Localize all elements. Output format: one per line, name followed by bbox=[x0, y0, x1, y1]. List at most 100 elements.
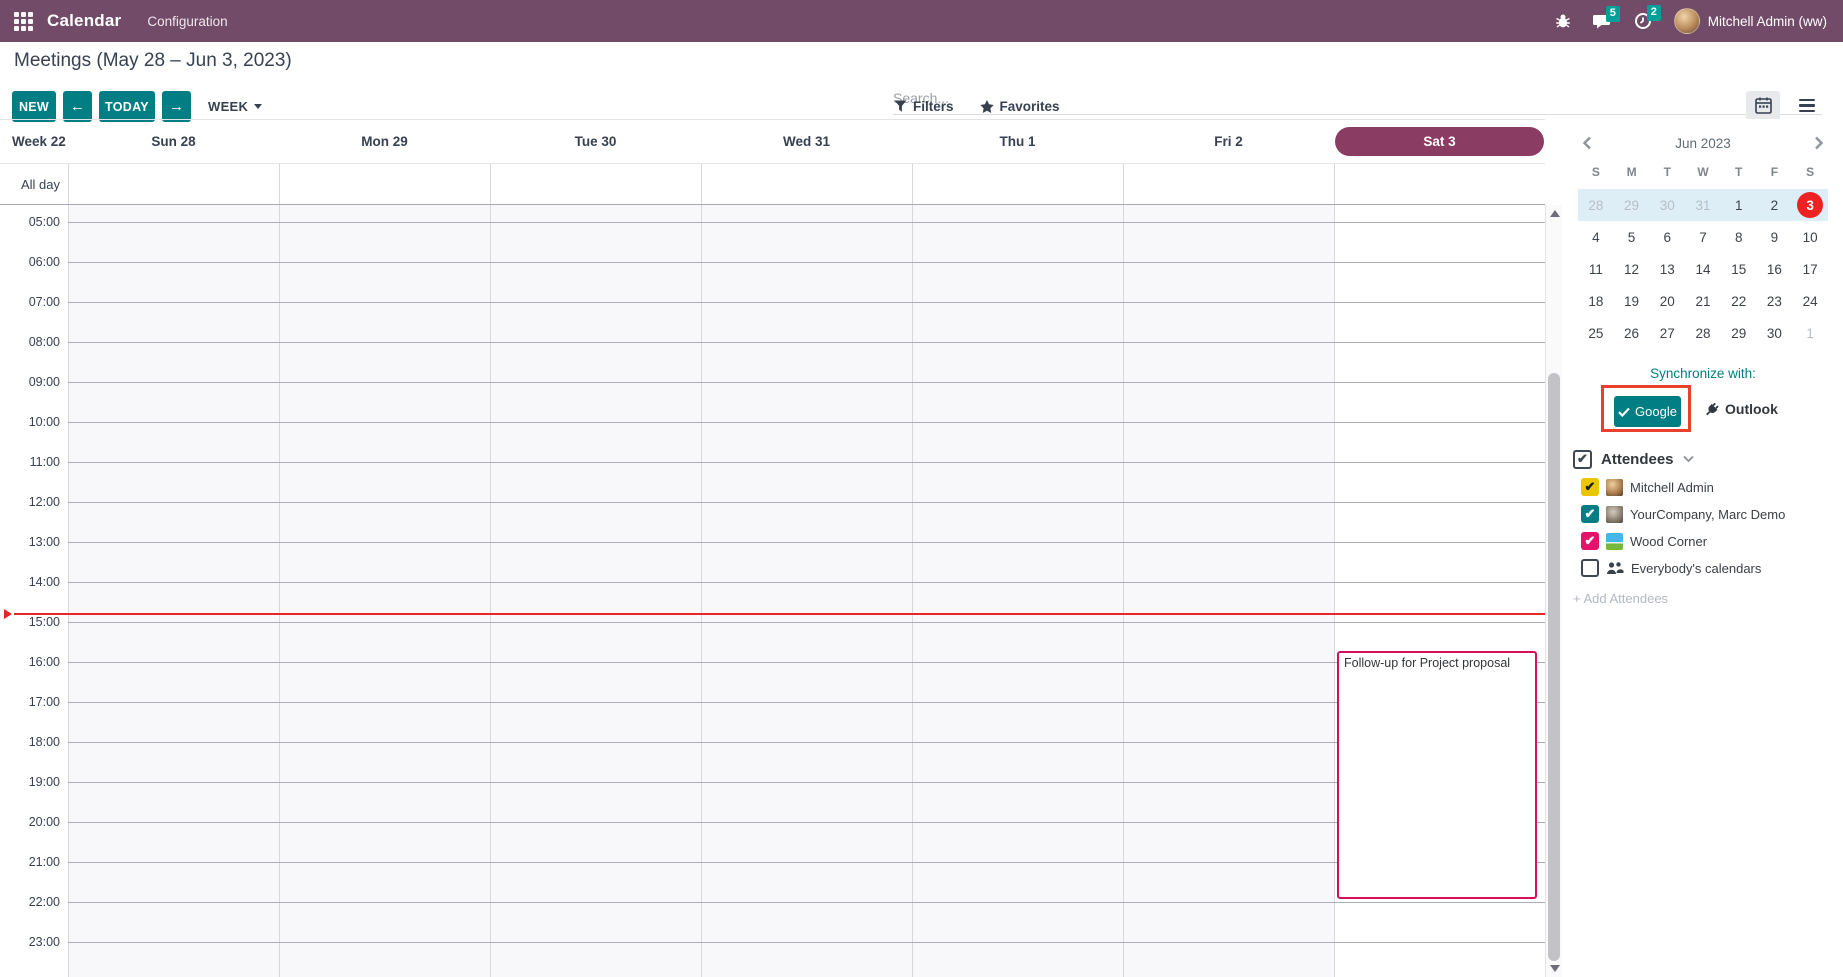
new-button[interactable]: NEW bbox=[12, 91, 56, 122]
attendee-checkbox[interactable]: ✔ bbox=[1581, 505, 1599, 523]
scroll-up-icon[interactable] bbox=[1550, 210, 1560, 217]
mini-cal-day[interactable]: 16 bbox=[1766, 261, 1782, 277]
mini-cal-day[interactable]: 13 bbox=[1659, 261, 1675, 277]
mini-cal-day[interactable]: 5 bbox=[1627, 229, 1636, 245]
app-menu-calendar[interactable]: Calendar bbox=[47, 11, 122, 30]
list-view-button[interactable] bbox=[1790, 91, 1824, 120]
day-column-wed[interactable] bbox=[701, 205, 912, 977]
day-column-sun[interactable] bbox=[68, 205, 279, 977]
mini-cal-day[interactable]: 6 bbox=[1663, 229, 1672, 245]
check-icon bbox=[1618, 407, 1630, 417]
mini-cal-day[interactable]: 21 bbox=[1695, 293, 1711, 309]
all-day-cell[interactable] bbox=[701, 164, 912, 204]
mini-cal-day[interactable]: 30 bbox=[1659, 197, 1675, 213]
mini-cal-day[interactable]: 1 bbox=[1734, 197, 1743, 213]
chevron-down-icon[interactable] bbox=[1682, 455, 1694, 463]
search-input[interactable] bbox=[893, 82, 1822, 114]
messages-icon[interactable]: 5 bbox=[1592, 5, 1620, 30]
vertical-scrollbar[interactable] bbox=[1545, 205, 1562, 977]
mini-cal-day[interactable]: 9 bbox=[1770, 229, 1779, 245]
bug-icon[interactable] bbox=[1555, 13, 1571, 29]
mini-cal-day[interactable]: 7 bbox=[1699, 229, 1707, 245]
mini-cal-next-icon[interactable] bbox=[1810, 134, 1828, 152]
mini-cal-day[interactable]: 15 bbox=[1731, 261, 1747, 277]
day-column-fri[interactable] bbox=[1123, 205, 1334, 977]
mini-cal-day[interactable]: 28 bbox=[1695, 325, 1711, 341]
day-column-tue[interactable] bbox=[490, 205, 701, 977]
day-header-tue[interactable]: Tue 30 bbox=[574, 134, 617, 149]
today-button[interactable]: TODAY bbox=[99, 91, 155, 122]
chat-bubble-icon bbox=[1592, 14, 1610, 28]
synchronize-heading: Synchronize with: bbox=[1650, 366, 1756, 381]
apps-grid-icon[interactable] bbox=[14, 11, 33, 31]
day-column-thu[interactable] bbox=[912, 205, 1123, 977]
attendee-checkbox[interactable]: ✔ bbox=[1581, 532, 1599, 550]
day-header-sun[interactable]: Sun 28 bbox=[151, 134, 196, 149]
attendee-row-marc-demo: ✔ YourCompany, Marc Demo bbox=[1573, 501, 1835, 527]
mini-cal-day[interactable]: 23 bbox=[1766, 293, 1782, 309]
day-column-mon[interactable] bbox=[279, 205, 490, 977]
attendees-checkbox[interactable]: ✔ bbox=[1573, 449, 1592, 469]
day-header-sat-today[interactable]: Sat 3 bbox=[1334, 127, 1545, 156]
mini-cal-day[interactable]: 20 bbox=[1659, 293, 1675, 309]
all-day-cell[interactable] bbox=[912, 164, 1123, 204]
mini-cal-day[interactable]: 18 bbox=[1588, 293, 1604, 309]
mini-cal-day[interactable]: 25 bbox=[1588, 325, 1604, 341]
mini-cal-day[interactable]: 24 bbox=[1802, 293, 1818, 309]
hour-label: 23:00 bbox=[28, 935, 60, 949]
favorites-button[interactable]: Favorites bbox=[979, 99, 1060, 114]
mini-cal-day[interactable]: 12 bbox=[1624, 261, 1640, 277]
attendees-title: Attendees bbox=[1601, 450, 1674, 468]
user-menu[interactable]: Mitchell Admin (ww) bbox=[1673, 8, 1827, 34]
mini-cal-day[interactable]: 30 bbox=[1766, 325, 1782, 341]
menu-configuration[interactable]: Configuration bbox=[147, 13, 228, 29]
hour-label: 21:00 bbox=[28, 855, 60, 869]
all-day-cell[interactable] bbox=[490, 164, 701, 204]
all-day-cell[interactable] bbox=[1123, 164, 1334, 204]
all-day-row: All day bbox=[0, 163, 1545, 205]
sync-outlook-button[interactable]: Outlook bbox=[1703, 393, 1778, 424]
mini-cal-prev-icon[interactable] bbox=[1578, 134, 1596, 152]
search-box bbox=[893, 82, 1822, 115]
mini-cal-day[interactable]: 17 bbox=[1802, 261, 1818, 277]
all-day-cell[interactable] bbox=[68, 164, 279, 204]
all-day-cell[interactable] bbox=[1334, 164, 1545, 204]
mini-cal-day[interactable]: 28 bbox=[1588, 197, 1604, 213]
mini-cal-day[interactable]: 10 bbox=[1802, 229, 1818, 245]
toolbar: NEW ← TODAY → WEEK Filters bbox=[12, 91, 1832, 122]
scrollbar-thumb[interactable] bbox=[1548, 373, 1560, 961]
mini-cal-day[interactable]: 4 bbox=[1592, 229, 1600, 245]
scroll-down-icon[interactable] bbox=[1550, 965, 1560, 972]
day-header-mon[interactable]: Mon 29 bbox=[361, 134, 408, 149]
hour-label: 13:00 bbox=[28, 535, 60, 549]
mini-cal-day-today[interactable]: 3 bbox=[1792, 189, 1828, 221]
mini-cal-day[interactable]: 11 bbox=[1588, 261, 1603, 277]
day-header-thu[interactable]: Thu 1 bbox=[999, 134, 1036, 149]
day-header-wed[interactable]: Wed 31 bbox=[782, 134, 831, 149]
calendar-view-button[interactable] bbox=[1746, 91, 1780, 120]
mini-cal-day[interactable]: 27 bbox=[1659, 325, 1675, 341]
mini-cal-day[interactable]: 29 bbox=[1731, 325, 1747, 341]
scale-dropdown[interactable]: WEEK bbox=[208, 91, 263, 122]
all-day-cell[interactable] bbox=[279, 164, 490, 204]
mini-cal-day[interactable]: 1 bbox=[1806, 325, 1814, 341]
mini-cal-day[interactable]: 31 bbox=[1695, 197, 1711, 213]
day-header-fri[interactable]: Fri 2 bbox=[1214, 134, 1243, 149]
filters-button[interactable]: Filters bbox=[894, 99, 954, 114]
activities-icon[interactable]: 2 bbox=[1634, 5, 1661, 30]
mini-cal-day[interactable]: 22 bbox=[1731, 293, 1747, 309]
mini-cal-day[interactable]: 26 bbox=[1624, 325, 1640, 341]
attendee-checkbox-unchecked[interactable] bbox=[1581, 559, 1599, 577]
next-week-button[interactable]: → bbox=[162, 91, 191, 122]
add-attendees-link[interactable]: + Add Attendees bbox=[1573, 591, 1669, 606]
prev-week-button[interactable]: ← bbox=[63, 91, 92, 122]
event-followup-project-proposal[interactable]: Follow-up for Project proposal bbox=[1337, 651, 1537, 899]
attendee-checkbox[interactable]: ✔ bbox=[1581, 478, 1599, 496]
mini-cal-day[interactable]: 14 bbox=[1695, 261, 1711, 277]
sync-google-button[interactable]: Google bbox=[1614, 396, 1681, 427]
mini-cal-day[interactable]: 8 bbox=[1734, 229, 1743, 245]
mini-cal-day[interactable]: 19 bbox=[1624, 293, 1640, 309]
mini-cal-day[interactable]: 2 bbox=[1770, 197, 1779, 213]
scale-label: WEEK bbox=[208, 99, 249, 114]
mini-cal-day[interactable]: 29 bbox=[1624, 197, 1640, 213]
